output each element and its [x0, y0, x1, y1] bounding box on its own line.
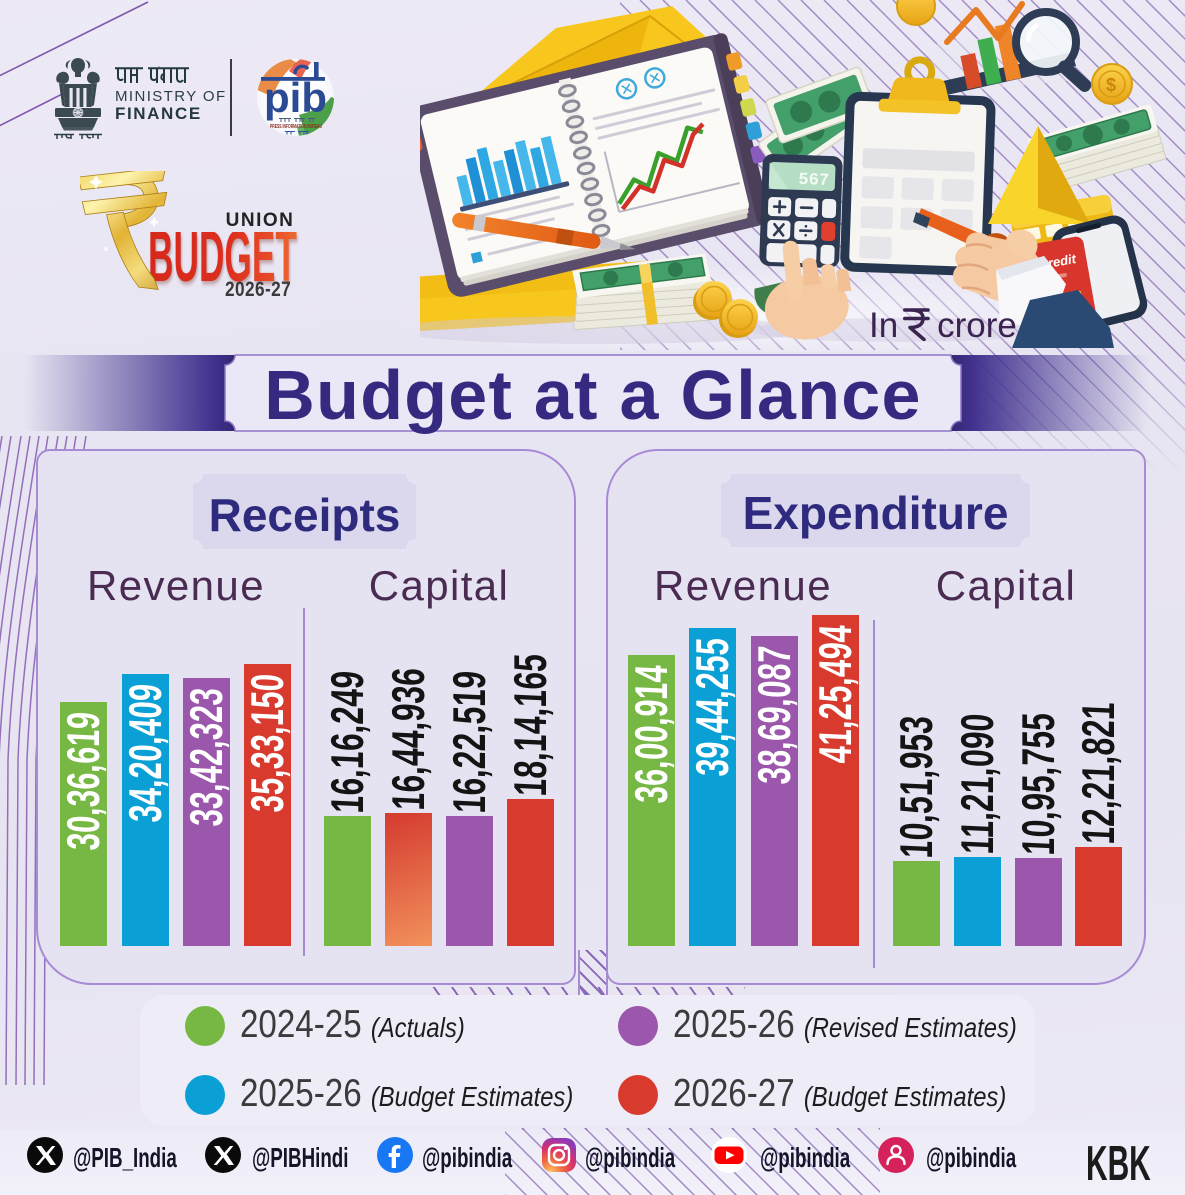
svg-text:pib: pib: [264, 74, 327, 121]
svg-text:PRESS INFORMATION BUREAU: PRESS INFORMATION BUREAU: [270, 124, 322, 130]
svg-text:$: $: [1106, 75, 1116, 95]
svg-text:567: 567: [798, 171, 829, 191]
